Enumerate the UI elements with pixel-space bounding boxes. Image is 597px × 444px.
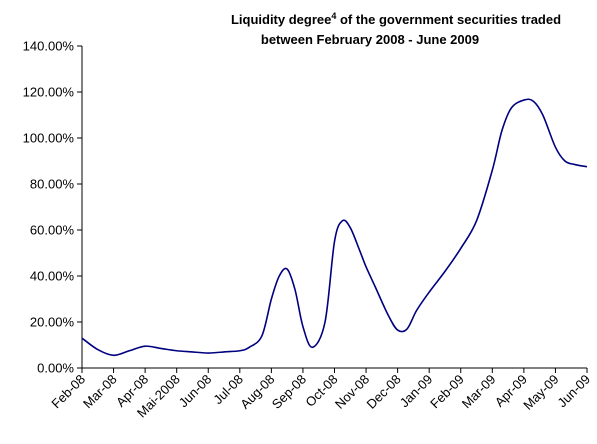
y-tick-label: 40.00% [30,269,75,284]
x-tick-label: Dec-08 [363,372,403,412]
chart-title: Liquidity degree4 of the government secu… [231,11,561,47]
series-layer [81,98,588,357]
y-tick-label: 0.00% [37,361,74,376]
y-tick-label: 80.00% [30,177,75,192]
x-tick-label: Jan-09 [397,372,436,411]
y-tick-label: 100.00% [23,131,75,146]
y-tick-label: 120.00% [23,85,75,100]
y-tick-label: 140.00% [23,39,75,54]
x-tick-label: Nov-08 [332,372,372,412]
y-axis: 0.00% 20.00% 40.00% 60.00% 80.00% 100.00% 120.… [23,39,83,376]
x-tick-label: Feb-09 [427,372,467,412]
chart-title-line-2: between February 2008 - June 2009 [261,32,479,47]
x-tick-label: Mar-09 [459,372,499,412]
x-tick-label: Aug-08 [237,372,277,412]
x-tick-label: May-09 [520,372,561,413]
x-tick-label: Mar-08 [80,372,120,412]
x-axis: Feb-08Mar-08Apr-08Mai-2008Jun-08Jul-08Au… [48,367,593,420]
y-tick-label: 60.00% [30,223,75,238]
x-tick-label: Feb-08 [48,372,88,412]
series-line [81,98,588,357]
x-tick-label: Jun-09 [554,372,593,411]
x-tick-label: Jun-08 [176,372,215,411]
y-tick-label: 20.00% [30,315,75,330]
x-tick-label: Sep-08 [269,372,309,412]
chart-title-line-1: Liquidity degree4 of the government secu… [231,11,561,27]
